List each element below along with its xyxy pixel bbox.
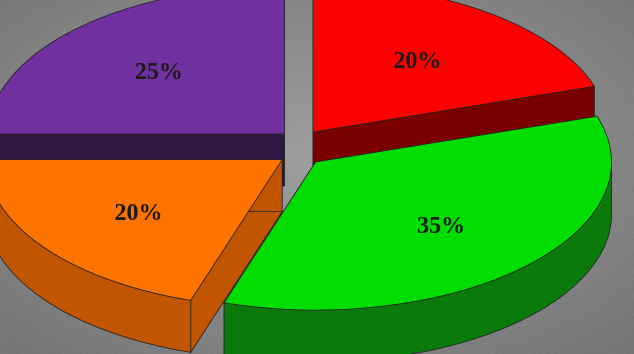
pie-slice-2-top [223, 115, 612, 311]
pie-slice-2 [223, 115, 612, 354]
pie-slice-3-top [0, 159, 283, 301]
pie-slice-4-top [0, 0, 285, 135]
pie-slice-2-label: 35% [417, 213, 465, 239]
pie-slice-4-label: 25% [135, 59, 183, 85]
pie-slice-3 [0, 158, 283, 354]
pie-slice-1-top [312, 0, 596, 133]
labels-layer: 20% 35% 20% 25% [115, 48, 466, 239]
pie-slice-3-label: 20% [115, 200, 163, 226]
pie-slice-1-label: 20% [393, 48, 441, 74]
slices-layer [0, 0, 612, 354]
